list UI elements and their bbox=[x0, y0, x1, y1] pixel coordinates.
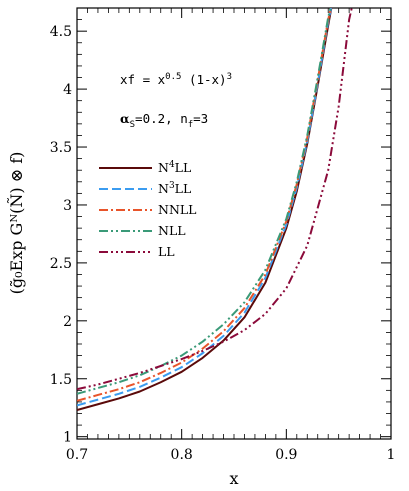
formula-annotation-part: (1-x) bbox=[181, 72, 226, 87]
series-line-nnll bbox=[77, 8, 332, 402]
x-axis-title: x bbox=[229, 469, 238, 488]
series-line-n4ll bbox=[77, 8, 333, 411]
legend-label: N3LL bbox=[158, 181, 191, 196]
params-annotation: αS=0.2, nf=3 bbox=[120, 111, 208, 130]
y-tick-label: 3.5 bbox=[50, 140, 72, 156]
y-tick-label: 2 bbox=[63, 314, 72, 330]
y-tick-label: 1 bbox=[63, 430, 72, 446]
x-tick-label: 0.9 bbox=[275, 447, 297, 463]
y-tick-label: 3 bbox=[63, 198, 72, 214]
x-tick-label: 0.7 bbox=[66, 447, 88, 463]
tick-labels-group: 0.7 0.8 0.9 1 1 1.5 2 2.5 3 3.5 4 4.5 bbox=[50, 24, 396, 463]
annotations-group: xf = x0.5 (1-x)3 αS=0.2, nf=3 bbox=[120, 72, 232, 130]
legend-label: NNLL bbox=[158, 202, 196, 217]
formula-annotation-part: xf = x bbox=[120, 72, 166, 87]
legend-label-part: LL bbox=[158, 244, 175, 259]
legend-label-part: NLL bbox=[158, 223, 186, 238]
y-tick-label: 4 bbox=[63, 82, 72, 98]
legend-label-part: N bbox=[158, 160, 169, 175]
params-annotation-part: f bbox=[188, 120, 193, 130]
formula-annotation: xf = x0.5 (1-x)3 bbox=[120, 72, 232, 87]
legend-label-part: LL bbox=[175, 181, 192, 196]
ticks-group bbox=[76, 7, 392, 439]
legend-label-part: NNLL bbox=[158, 202, 196, 217]
params-annotation-part: =0.2, n bbox=[135, 111, 188, 126]
params-annotation-part: α bbox=[120, 111, 130, 126]
y-tick-label: 4.5 bbox=[50, 24, 72, 40]
legend-label: N4LL bbox=[158, 160, 191, 175]
params-annotation-part: =3 bbox=[193, 111, 208, 126]
params-annotation-part: S bbox=[130, 120, 135, 130]
formula-annotation-part: 0.5 bbox=[165, 72, 181, 82]
series-line-nll bbox=[77, 8, 332, 395]
legend-label-part: LL bbox=[175, 160, 192, 175]
legend-label: NLL bbox=[158, 223, 186, 238]
legend-label: LL bbox=[158, 244, 175, 259]
legend-label-part: 3 bbox=[169, 181, 175, 191]
y-tick-label: 1.5 bbox=[50, 372, 72, 388]
formula-annotation-part: 3 bbox=[227, 72, 232, 82]
legend-label-part: N bbox=[158, 181, 169, 196]
y-tick-label: 2.5 bbox=[50, 256, 72, 272]
series-lines-group bbox=[77, 8, 353, 411]
legend-label-part: 4 bbox=[169, 160, 175, 170]
y-axis-title: (g̃₀Exp Gᴺ(Ñ) ⊗ f) bbox=[6, 152, 26, 295]
x-tick-label: 0.8 bbox=[171, 447, 193, 463]
series-line-n3ll bbox=[77, 8, 333, 407]
series-line-ll bbox=[77, 8, 353, 391]
x-tick-label: 1 bbox=[387, 447, 396, 463]
